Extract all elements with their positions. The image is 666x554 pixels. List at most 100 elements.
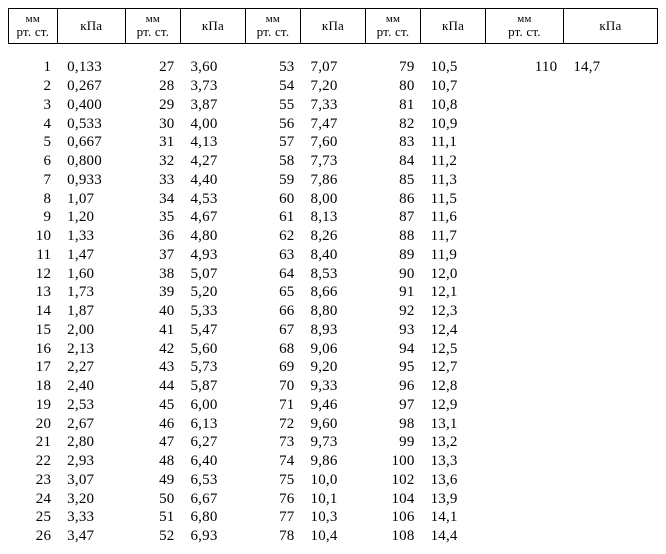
cell-mm: 16 xyxy=(9,340,58,359)
table-row: 30,400293,87557,338110,8 xyxy=(9,96,658,115)
cell-kpa: 14,4 xyxy=(421,527,486,546)
cell-mm xyxy=(485,96,563,115)
cell-kpa: 4,27 xyxy=(180,152,245,171)
cell-kpa: 10,5 xyxy=(421,44,486,77)
cell-mm: 42 xyxy=(125,340,180,359)
cell-mm: 87 xyxy=(365,208,420,227)
cell-mm: 33 xyxy=(125,171,180,190)
cell-mm: 76 xyxy=(245,490,300,509)
cell-mm: 89 xyxy=(365,246,420,265)
cell-kpa: 3,60 xyxy=(180,44,245,77)
cell-kpa: 5,20 xyxy=(180,283,245,302)
cell-mm: 28 xyxy=(125,77,180,96)
cell-kpa: 7,86 xyxy=(301,171,366,190)
cell-kpa: 9,33 xyxy=(301,377,366,396)
cell-kpa: 8,80 xyxy=(301,302,366,321)
cell-kpa: 11,6 xyxy=(421,208,486,227)
cell-mm: 77 xyxy=(245,508,300,527)
cell-mm: 22 xyxy=(9,452,58,471)
cell-mm xyxy=(485,265,563,284)
cell-kpa: 10,0 xyxy=(301,471,366,490)
cell-kpa: 5,07 xyxy=(180,265,245,284)
cell-kpa: 10,7 xyxy=(421,77,486,96)
cell-kpa: 7,07 xyxy=(301,44,366,77)
cell-kpa: 6,27 xyxy=(180,433,245,452)
cell-mm: 39 xyxy=(125,283,180,302)
header-kpa: кПа xyxy=(421,9,486,44)
cell-mm xyxy=(485,433,563,452)
table-row: 212,80476,27739,739913,2 xyxy=(9,433,658,452)
cell-mm: 57 xyxy=(245,133,300,152)
cell-kpa: 13,2 xyxy=(421,433,486,452)
cell-kpa xyxy=(563,396,657,415)
cell-kpa: 1,87 xyxy=(57,302,125,321)
cell-kpa: 11,1 xyxy=(421,133,486,152)
cell-mm: 67 xyxy=(245,321,300,340)
cell-kpa: 13,3 xyxy=(421,452,486,471)
cell-mm: 8 xyxy=(9,190,58,209)
cell-mm: 13 xyxy=(9,283,58,302)
cell-mm xyxy=(485,283,563,302)
cell-mm: 47 xyxy=(125,433,180,452)
cell-mm: 88 xyxy=(365,227,420,246)
cell-mm: 53 xyxy=(245,44,300,77)
cell-mm: 96 xyxy=(365,377,420,396)
cell-kpa: 5,60 xyxy=(180,340,245,359)
cell-mm: 63 xyxy=(245,246,300,265)
cell-kpa: 14,7 xyxy=(563,44,657,77)
cell-kpa: 14,1 xyxy=(421,508,486,527)
cell-kpa: 8,53 xyxy=(301,265,366,284)
cell-kpa: 4,67 xyxy=(180,208,245,227)
cell-mm xyxy=(485,77,563,96)
cell-kpa: 2,40 xyxy=(57,377,125,396)
cell-mm: 90 xyxy=(365,265,420,284)
cell-kpa xyxy=(563,77,657,96)
cell-kpa: 5,87 xyxy=(180,377,245,396)
cell-kpa: 12,0 xyxy=(421,265,486,284)
cell-mm: 78 xyxy=(245,527,300,546)
cell-kpa: 10,1 xyxy=(301,490,366,509)
cell-mm: 27 xyxy=(125,44,180,77)
cell-mm: 40 xyxy=(125,302,180,321)
cell-mm: 11 xyxy=(9,246,58,265)
cell-mm: 79 xyxy=(365,44,420,77)
cell-mm: 61 xyxy=(245,208,300,227)
cell-mm: 32 xyxy=(125,152,180,171)
cell-mm: 82 xyxy=(365,115,420,134)
cell-kpa: 9,20 xyxy=(301,358,366,377)
cell-kpa: 4,93 xyxy=(180,246,245,265)
header-mm: ммрт. ст. xyxy=(9,9,58,44)
cell-mm: 85 xyxy=(365,171,420,190)
cell-mm: 15 xyxy=(9,321,58,340)
table-header-row: ммрт. ст.кПаммрт. ст.кПаммрт. ст.кПаммрт… xyxy=(9,9,658,44)
cell-mm: 110 xyxy=(485,44,563,77)
cell-kpa: 13,6 xyxy=(421,471,486,490)
cell-mm: 80 xyxy=(365,77,420,96)
table-row: 263,47526,937810,410814,4 xyxy=(9,527,658,546)
cell-kpa xyxy=(563,527,657,546)
cell-kpa: 8,66 xyxy=(301,283,366,302)
cell-kpa: 6,80 xyxy=(180,508,245,527)
cell-kpa: 7,33 xyxy=(301,96,366,115)
cell-kpa xyxy=(563,340,657,359)
cell-kpa: 10,4 xyxy=(301,527,366,546)
cell-mm: 56 xyxy=(245,115,300,134)
cell-mm xyxy=(485,340,563,359)
header-mm-line2: рт. ст. xyxy=(137,24,170,39)
cell-kpa: 12,9 xyxy=(421,396,486,415)
cell-kpa xyxy=(563,358,657,377)
cell-mm: 104 xyxy=(365,490,420,509)
cell-mm: 34 xyxy=(125,190,180,209)
table-row: 243,20506,677610,110413,9 xyxy=(9,490,658,509)
cell-mm xyxy=(485,452,563,471)
cell-kpa: 9,06 xyxy=(301,340,366,359)
cell-mm: 59 xyxy=(245,171,300,190)
cell-mm xyxy=(485,358,563,377)
table-row: 222,93486,40749,8610013,3 xyxy=(9,452,658,471)
cell-mm: 19 xyxy=(9,396,58,415)
cell-mm: 55 xyxy=(245,96,300,115)
cell-mm: 35 xyxy=(125,208,180,227)
table-row: 101,33364,80628,268811,7 xyxy=(9,227,658,246)
cell-kpa xyxy=(563,227,657,246)
cell-kpa xyxy=(563,283,657,302)
